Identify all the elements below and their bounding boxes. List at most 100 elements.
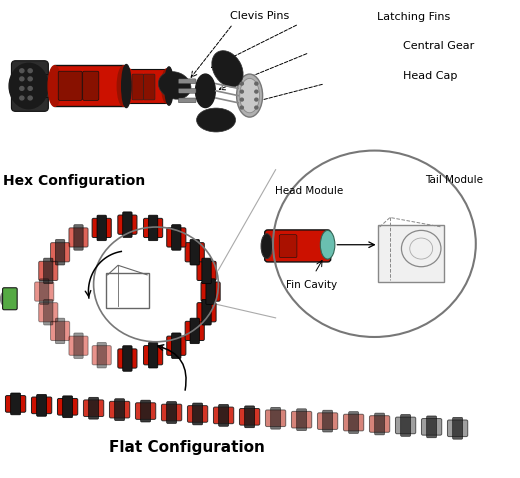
FancyBboxPatch shape [40, 279, 49, 304]
Line: 2 pts: 2 pts [216, 84, 238, 88]
Ellipse shape [20, 77, 24, 81]
Text: Tail Module: Tail Module [425, 175, 484, 185]
FancyBboxPatch shape [187, 406, 207, 422]
FancyBboxPatch shape [44, 258, 53, 283]
FancyBboxPatch shape [54, 65, 124, 106]
Ellipse shape [165, 67, 173, 105]
FancyBboxPatch shape [167, 402, 177, 424]
FancyBboxPatch shape [74, 225, 83, 250]
FancyBboxPatch shape [378, 225, 444, 282]
FancyBboxPatch shape [118, 215, 137, 234]
FancyBboxPatch shape [58, 71, 82, 100]
FancyBboxPatch shape [202, 300, 211, 325]
FancyBboxPatch shape [185, 321, 204, 340]
FancyBboxPatch shape [89, 397, 99, 419]
Ellipse shape [255, 106, 258, 109]
FancyBboxPatch shape [323, 410, 333, 432]
FancyBboxPatch shape [132, 74, 144, 100]
Ellipse shape [261, 234, 272, 259]
Ellipse shape [197, 108, 236, 132]
FancyBboxPatch shape [11, 61, 48, 111]
FancyBboxPatch shape [92, 218, 111, 238]
FancyBboxPatch shape [201, 282, 220, 301]
Ellipse shape [48, 66, 61, 107]
Ellipse shape [237, 74, 263, 117]
Ellipse shape [28, 96, 32, 100]
Line: 2 pts: 2 pts [216, 91, 238, 96]
FancyBboxPatch shape [192, 403, 203, 425]
Ellipse shape [212, 51, 243, 87]
FancyBboxPatch shape [128, 69, 167, 103]
Ellipse shape [255, 82, 258, 85]
Ellipse shape [28, 87, 32, 90]
FancyBboxPatch shape [453, 417, 463, 439]
FancyBboxPatch shape [92, 346, 111, 365]
Text: Flat Configuration: Flat Configuration [109, 440, 265, 455]
FancyBboxPatch shape [396, 417, 416, 434]
FancyBboxPatch shape [69, 228, 88, 247]
FancyBboxPatch shape [245, 406, 255, 428]
FancyBboxPatch shape [50, 321, 70, 340]
FancyBboxPatch shape [123, 346, 132, 371]
FancyBboxPatch shape [97, 342, 107, 368]
FancyBboxPatch shape [35, 282, 54, 301]
FancyBboxPatch shape [271, 407, 281, 429]
Ellipse shape [28, 69, 32, 73]
Ellipse shape [122, 65, 131, 108]
Line: 2 pts: 2 pts [216, 98, 238, 103]
FancyBboxPatch shape [10, 393, 20, 415]
FancyBboxPatch shape [56, 239, 65, 265]
Text: Hex Configuration: Hex Configuration [3, 174, 145, 188]
Ellipse shape [20, 87, 24, 90]
FancyBboxPatch shape [178, 88, 196, 93]
FancyBboxPatch shape [144, 346, 163, 365]
FancyBboxPatch shape [219, 404, 229, 426]
Ellipse shape [124, 69, 134, 103]
FancyBboxPatch shape [265, 230, 331, 262]
FancyBboxPatch shape [206, 279, 215, 304]
Point [235, 93, 241, 98]
Ellipse shape [240, 78, 259, 113]
Ellipse shape [1, 292, 10, 306]
FancyBboxPatch shape [349, 412, 359, 434]
FancyBboxPatch shape [84, 400, 104, 416]
FancyBboxPatch shape [178, 79, 196, 84]
Text: Head Cap: Head Cap [403, 71, 458, 81]
Text: Central Gear: Central Gear [403, 41, 474, 51]
FancyBboxPatch shape [190, 239, 199, 265]
FancyBboxPatch shape [40, 75, 59, 98]
FancyBboxPatch shape [148, 215, 158, 241]
Point [235, 100, 241, 106]
FancyBboxPatch shape [144, 218, 163, 238]
FancyBboxPatch shape [344, 414, 364, 431]
Ellipse shape [320, 230, 335, 259]
Ellipse shape [28, 77, 32, 81]
FancyBboxPatch shape [279, 235, 297, 258]
FancyBboxPatch shape [202, 258, 211, 283]
FancyBboxPatch shape [172, 333, 181, 358]
Text: Clevis Pins: Clevis Pins [230, 11, 290, 21]
FancyBboxPatch shape [172, 225, 181, 250]
FancyBboxPatch shape [266, 410, 286, 426]
Ellipse shape [20, 69, 24, 73]
FancyBboxPatch shape [167, 228, 186, 247]
Ellipse shape [196, 74, 215, 108]
Text: Latching Fins: Latching Fins [377, 11, 450, 22]
Ellipse shape [240, 90, 243, 93]
FancyBboxPatch shape [3, 288, 17, 310]
FancyBboxPatch shape [38, 261, 58, 281]
FancyBboxPatch shape [135, 403, 156, 419]
FancyBboxPatch shape [38, 303, 58, 322]
Ellipse shape [255, 90, 258, 93]
Ellipse shape [118, 66, 130, 107]
Text: Head Module: Head Module [275, 186, 344, 196]
FancyBboxPatch shape [375, 413, 385, 435]
FancyBboxPatch shape [97, 215, 107, 241]
FancyBboxPatch shape [32, 397, 52, 413]
FancyBboxPatch shape [57, 399, 78, 415]
Ellipse shape [159, 72, 191, 99]
FancyBboxPatch shape [185, 243, 204, 262]
FancyBboxPatch shape [197, 303, 216, 322]
FancyBboxPatch shape [114, 399, 125, 421]
FancyBboxPatch shape [292, 412, 312, 428]
